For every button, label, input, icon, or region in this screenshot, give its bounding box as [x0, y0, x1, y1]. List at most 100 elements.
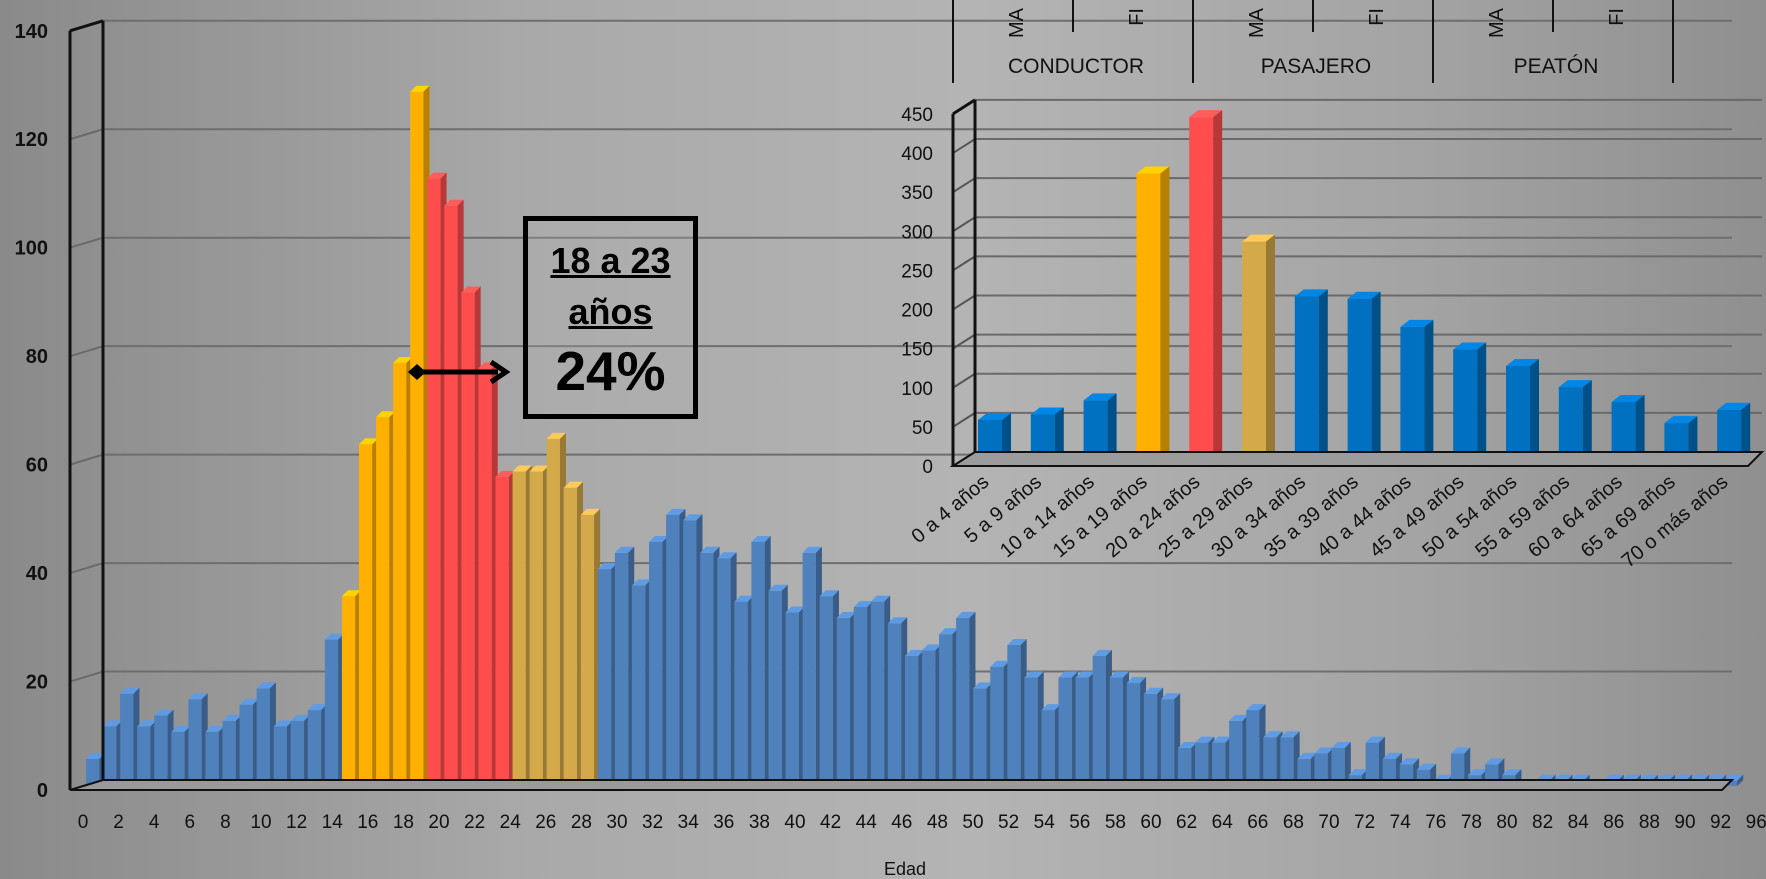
inset-bar — [1136, 166, 1170, 463]
x-tick-label: 30 — [606, 812, 627, 833]
x-tick-label: 40 — [784, 812, 805, 833]
header-group-pasajero: PASAJERO — [1261, 55, 1371, 78]
x-tick-label: 48 — [927, 812, 948, 833]
grid-depth-line — [69, 562, 104, 575]
header-sub-1: MA — [1006, 7, 1028, 38]
x-tick-label: 28 — [571, 812, 592, 833]
x-tick-label: 36 — [713, 812, 734, 833]
y-tick-label: 140 — [15, 21, 48, 43]
x-tick-label: 60 — [1140, 812, 1161, 833]
inset-top-depth — [952, 98, 976, 116]
x-tick-label: 80 — [1496, 812, 1517, 833]
y-tick-label: 20 — [26, 672, 48, 694]
x-tick-label: 42 — [820, 812, 841, 833]
x-tick-label: 64 — [1212, 812, 1234, 833]
inset-grid-depth-line — [952, 372, 976, 389]
x-tick-label: 96 — [1746, 812, 1766, 833]
header-sub-5: MA — [1486, 7, 1508, 38]
inset-bar — [1400, 319, 1434, 463]
x-tick-label: 16 — [357, 812, 378, 833]
main-bar — [120, 687, 140, 786]
annotation-percent: 24% — [555, 340, 666, 402]
x-tick-label: 70 — [1318, 812, 1339, 833]
x-axis-title: Edad — [884, 859, 926, 879]
x-tick-label: 76 — [1425, 812, 1446, 833]
inset-grid-depth-line — [952, 255, 976, 272]
inset-bars — [978, 110, 1751, 463]
x-tick-label: 32 — [642, 812, 663, 833]
x-tick-label: 86 — [1603, 812, 1624, 833]
x-tick-label: 66 — [1247, 812, 1268, 833]
grid-depth-line — [69, 236, 104, 249]
x-tick-label: 44 — [856, 812, 878, 833]
header-sub-3: MA — [1246, 7, 1268, 38]
inset-grid-depth-line — [952, 333, 976, 350]
inset-floor — [949, 451, 1765, 467]
x-tick-label: 68 — [1283, 812, 1304, 833]
main-bar — [1280, 731, 1300, 786]
inset-y-tick-label: 200 — [901, 301, 933, 322]
inset-grid-depth-line — [952, 412, 976, 428]
header-sub-4: FI — [1366, 8, 1388, 26]
header-group-conductor: CONDUCTOR — [1008, 55, 1144, 78]
main-bar — [1058, 671, 1078, 786]
x-tick-label: 34 — [678, 812, 700, 833]
chart-floor — [69, 779, 1735, 791]
y-tick-label: 40 — [26, 563, 48, 585]
main-bar — [1212, 736, 1232, 786]
annotation-box: 18 a 23 años 24% — [523, 216, 698, 419]
x-tick-label: 6 — [185, 812, 196, 833]
header-sub-2: FI — [1126, 8, 1148, 26]
inset-bar — [1347, 291, 1381, 463]
main-bar — [205, 725, 225, 786]
inset-y-tick-label: 300 — [901, 222, 933, 243]
header-sub-6: FI — [1606, 8, 1628, 26]
inset-y-tick-label: 250 — [901, 261, 933, 282]
inset-y-tick-label: 450 — [901, 105, 933, 126]
x-tick-label: 46 — [891, 812, 912, 833]
x-tick-label: 10 — [250, 812, 271, 833]
main-bar — [478, 362, 498, 786]
annotation-title: 18 a 23 años — [528, 235, 693, 337]
x-tick-label: 24 — [500, 812, 522, 833]
y-tick-label: 0 — [37, 780, 48, 802]
y-tick-label: 100 — [15, 238, 48, 260]
range-arrow — [408, 359, 511, 385]
x-tick-label: 58 — [1105, 812, 1126, 833]
inset-grid-depth-line — [952, 177, 976, 194]
inset-grid-depth-line — [952, 216, 976, 233]
x-tick-label: 8 — [220, 812, 231, 833]
header-group-peaton: PEATÓN — [1514, 55, 1599, 78]
annotation-title-line2: años — [568, 291, 653, 332]
y-tick-label: 60 — [26, 455, 48, 477]
inset-bar — [1453, 342, 1487, 463]
grid-depth-line — [69, 453, 104, 466]
x-tick-label: 26 — [535, 812, 556, 833]
y-tick-label: 120 — [15, 129, 48, 151]
x-tick-label: 52 — [998, 812, 1019, 833]
x-tick-label: 62 — [1176, 812, 1197, 833]
inset-y-tick-label: 50 — [912, 418, 933, 439]
x-tick-label: 78 — [1461, 812, 1482, 833]
top-depth-line — [69, 19, 104, 33]
inset-grid-depth-line — [952, 294, 976, 311]
x-tick-label: 54 — [1034, 812, 1056, 833]
x-tick-label: 0 — [78, 812, 89, 833]
x-tick-label: 84 — [1568, 812, 1590, 833]
x-tick-label: 88 — [1639, 812, 1660, 833]
inset-y-tick-label: 400 — [901, 144, 933, 165]
inset-bar — [1189, 110, 1223, 463]
annotation-title-line1: 18 a 23 — [550, 240, 671, 281]
x-tick-label: 12 — [286, 812, 307, 833]
inset-grid-depth-line — [952, 138, 976, 154]
inset-y-tick-label: 100 — [901, 379, 933, 400]
inset-y-tick-label: 350 — [901, 183, 933, 204]
x-tick-label: 50 — [962, 812, 983, 833]
x-tick-label: 4 — [149, 812, 160, 833]
x-tick-label: 82 — [1532, 812, 1553, 833]
y-tick-label: 80 — [26, 346, 48, 368]
